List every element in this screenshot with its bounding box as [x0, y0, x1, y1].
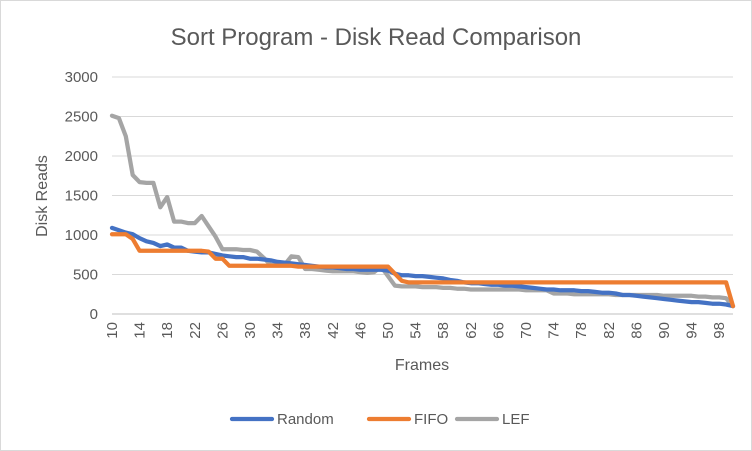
y-axis-title: Disk Reads	[34, 155, 51, 237]
x-tick-label: 30	[242, 322, 259, 339]
y-tick-label: 2500	[65, 109, 98, 126]
x-tick-label: 42	[325, 322, 342, 339]
y-tick-label: 0	[90, 306, 98, 323]
x-tick-label: 82	[601, 322, 618, 339]
x-tick-label: 86	[628, 322, 645, 339]
x-tick-label: 22	[187, 322, 204, 339]
x-axis-title: Frames	[395, 357, 449, 374]
y-tick-label: 500	[73, 267, 98, 284]
x-tick-label: 26	[214, 322, 231, 339]
x-tick-label: 18	[159, 322, 176, 339]
y-tick-label: 1000	[65, 227, 98, 244]
x-tick-label: 94	[684, 322, 701, 339]
x-tick-label: 14	[132, 322, 149, 339]
x-tick-label: 38	[297, 322, 314, 339]
y-axis-ticks: 0 500 1000 1500 2000 2500 3000	[65, 69, 98, 323]
x-axis-ticks: 10 14 18 22 26 30 34 38 42 46 50 54 58 62 66 70 74 78 82 86…	[104, 322, 728, 339]
legend-label: LEF	[502, 411, 530, 428]
x-tick-label: 78	[573, 322, 590, 339]
x-tick-label: 54	[408, 322, 425, 339]
x-tick-label: 98	[711, 322, 728, 339]
y-tick-label: 3000	[65, 69, 98, 86]
x-tick-label: 66	[490, 322, 507, 339]
y-tick-label: 1500	[65, 188, 98, 205]
series-line-random	[109, 225, 736, 309]
x-tick-label: 74	[546, 322, 563, 339]
x-tick-label: 62	[463, 322, 480, 339]
legend-item-lef: LEF	[454, 411, 530, 428]
legend-label: Random	[277, 411, 334, 428]
legend-label: FIFO	[414, 411, 448, 428]
x-tick-label: 34	[270, 322, 287, 339]
x-tick-label: 70	[518, 322, 535, 339]
y-tick-label: 2000	[65, 148, 98, 165]
legend: Random FIFO LEF	[229, 411, 530, 428]
x-tick-label: 10	[104, 322, 121, 339]
series-line-fifo	[109, 232, 736, 309]
series-lines	[109, 113, 736, 309]
legend-item-random: Random	[229, 411, 334, 428]
legend-item-fifo: FIFO	[366, 411, 448, 428]
chart-title: Sort Program - Disk Read Comparison	[171, 24, 582, 51]
x-tick-label: 46	[352, 322, 369, 339]
x-tick-label: 90	[656, 322, 673, 339]
x-tick-label: 58	[435, 322, 452, 339]
x-tick-label: 50	[380, 322, 397, 339]
